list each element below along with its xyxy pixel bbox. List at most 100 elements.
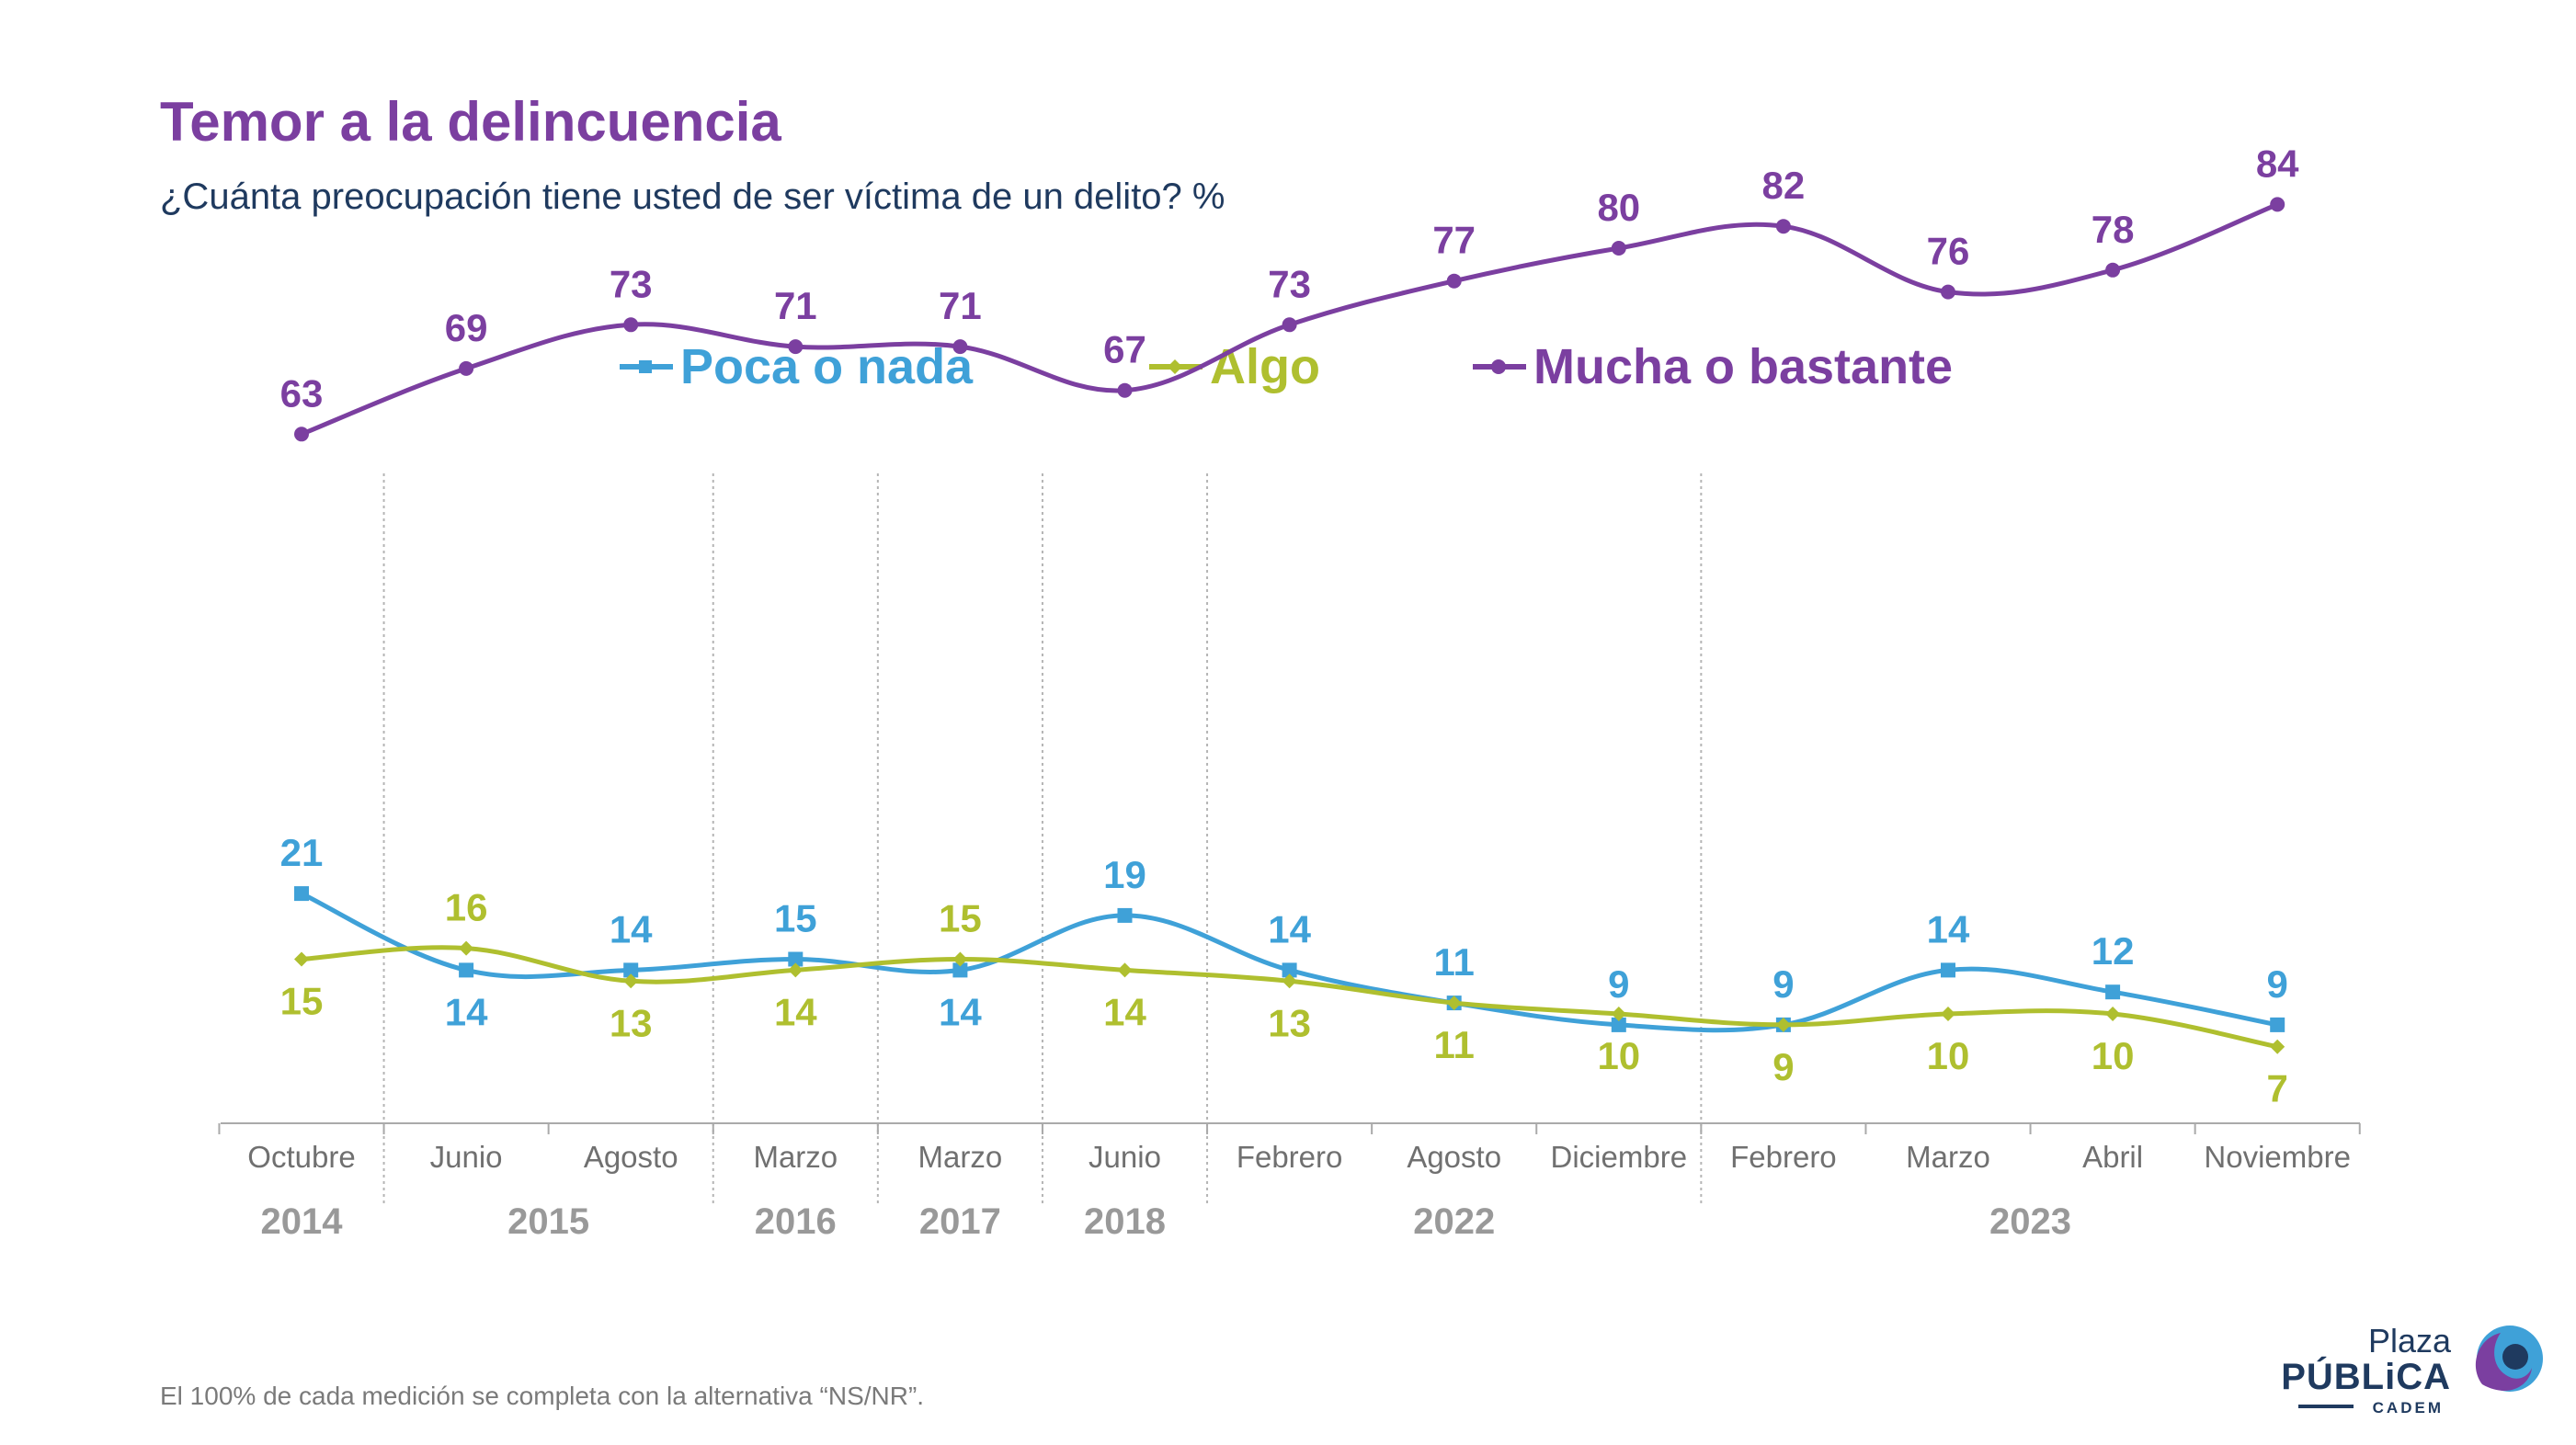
x-tick-label: Noviembre <box>2204 1140 2351 1174</box>
x-tick-label: Agosto <box>584 1140 678 1174</box>
year-label: 2014 <box>261 1201 344 1242</box>
data-point-mucha <box>294 427 309 442</box>
x-tick-label: Junio <box>1089 1140 1161 1174</box>
data-label-mucha: 73 <box>610 262 653 305</box>
x-tick-label: Marzo <box>1906 1140 1990 1174</box>
data-point-algo <box>2270 1039 2285 1054</box>
data-point-mucha <box>1941 284 1955 300</box>
data-point-algo <box>1117 962 1133 978</box>
data-label-mucha: 82 <box>1762 164 1806 207</box>
data-point-algo <box>1446 996 1462 1011</box>
data-label-poca: 11 <box>1433 940 1474 984</box>
data-label-algo: 16 <box>445 886 488 929</box>
data-label-poca: 21 <box>280 831 324 874</box>
year-label: 2016 <box>755 1201 837 1242</box>
x-tick-label: Marzo <box>918 1140 1003 1174</box>
data-label-mucha: 73 <box>1268 262 1311 305</box>
legend-marker-square-icon <box>620 360 673 373</box>
legend-marker-circle-icon <box>1473 359 1526 374</box>
x-tick-label: Marzo <box>753 1140 838 1174</box>
data-label-algo: 10 <box>1597 1034 1640 1077</box>
x-tick-label: Febrero <box>1237 1140 1343 1174</box>
x-tick-label: Junio <box>430 1140 503 1174</box>
data-label-algo: 10 <box>2092 1034 2135 1077</box>
year-label: 2022 <box>1413 1201 1495 1242</box>
data-point-mucha <box>1117 382 1133 398</box>
data-point-poca <box>623 962 639 978</box>
data-point-poca <box>788 951 804 967</box>
data-point-poca <box>1117 907 1133 923</box>
data-label-mucha: 71 <box>774 284 817 327</box>
data-point-mucha <box>623 317 639 333</box>
data-point-mucha <box>2270 197 2285 212</box>
logo-text-publica: PÚBLiCA <box>2281 1357 2451 1397</box>
data-point-mucha <box>459 360 474 376</box>
data-point-algo <box>2105 1007 2121 1021</box>
data-point-algo <box>1282 973 1297 989</box>
logo-mark-icon <box>2475 1326 2543 1392</box>
data-point-poca <box>1282 962 1297 978</box>
logo-text-cadem: CADEM <box>2372 1399 2444 1417</box>
legend-item-mucha: Mucha o bastante <box>1471 338 1953 395</box>
data-point-poca <box>1611 1017 1626 1032</box>
data-label-mucha: 63 <box>280 371 324 415</box>
data-point-poca <box>459 962 474 978</box>
legend-label-mucha: Mucha o bastante <box>1533 339 1954 394</box>
data-label-poca: 15 <box>774 897 817 940</box>
data-label-algo: 7 <box>2267 1067 2288 1110</box>
data-point-algo <box>952 951 968 967</box>
data-point-poca <box>2105 984 2121 1000</box>
data-label-mucha: 71 <box>939 284 982 327</box>
data-label-mucha: 84 <box>2256 142 2299 185</box>
legend-item-algo: Algo <box>1147 338 1320 395</box>
data-label-mucha: 76 <box>1927 230 1970 273</box>
data-point-mucha <box>1282 317 1297 333</box>
data-label-algo: 11 <box>1433 1023 1474 1066</box>
data-label-algo: 14 <box>774 990 817 1033</box>
data-label-algo: 9 <box>1772 1045 1794 1088</box>
legend-label-algo: Algo <box>1210 339 1320 394</box>
data-point-algo <box>294 951 309 967</box>
data-label-poca: 14 <box>445 990 488 1033</box>
chart-subtitle: ¿Cuánta preocupación tiene usted de ser … <box>160 176 1225 217</box>
data-label-poca: 9 <box>1608 962 1629 1006</box>
x-tick-label: Abril <box>2082 1140 2143 1174</box>
data-point-mucha <box>2105 262 2121 278</box>
data-point-algo <box>1775 1017 1791 1032</box>
data-label-poca: 12 <box>2092 929 2135 973</box>
data-label-mucha: 69 <box>445 306 488 349</box>
data-label-poca: 14 <box>1927 907 1970 950</box>
year-label: 2018 <box>1084 1201 1166 1242</box>
year-label: 2023 <box>1989 1201 2071 1242</box>
data-label-poca: 9 <box>2267 962 2288 1006</box>
data-label-algo: 15 <box>939 897 982 940</box>
data-point-algo <box>1611 1007 1626 1021</box>
data-label-mucha: 78 <box>2092 208 2135 251</box>
logo-underline <box>2298 1405 2354 1408</box>
data-point-algo <box>1941 1007 1955 1021</box>
logo-text-plaza: Plaza <box>2367 1322 2451 1360</box>
data-label-algo: 15 <box>280 980 324 1023</box>
legend-marker-diamond-icon <box>1149 359 1203 374</box>
x-tick-label: Febrero <box>1730 1140 1837 1174</box>
data-point-algo <box>623 973 639 989</box>
plaza-publica-logo: Plaza PÚBLiCA CADEM <box>2281 1320 2547 1421</box>
data-label-mucha: 77 <box>1432 219 1476 262</box>
data-label-mucha: 67 <box>1103 328 1146 371</box>
data-point-poca <box>2270 1017 2285 1032</box>
data-point-mucha <box>1611 241 1626 256</box>
data-point-mucha <box>1446 273 1462 289</box>
data-point-mucha <box>952 339 968 355</box>
x-tick-label: Octubre <box>247 1140 355 1174</box>
data-label-algo: 14 <box>1103 990 1146 1033</box>
year-label: 2015 <box>507 1201 589 1242</box>
data-point-algo <box>459 940 474 956</box>
footnote: El 100% de cada medición se completa con… <box>160 1382 925 1410</box>
data-label-poca: 9 <box>1772 962 1794 1006</box>
data-point-algo <box>788 962 804 978</box>
data-point-poca <box>952 962 968 978</box>
data-label-algo: 13 <box>610 1001 653 1044</box>
data-label-poca: 14 <box>610 907 653 950</box>
data-label-poca: 14 <box>939 990 982 1033</box>
